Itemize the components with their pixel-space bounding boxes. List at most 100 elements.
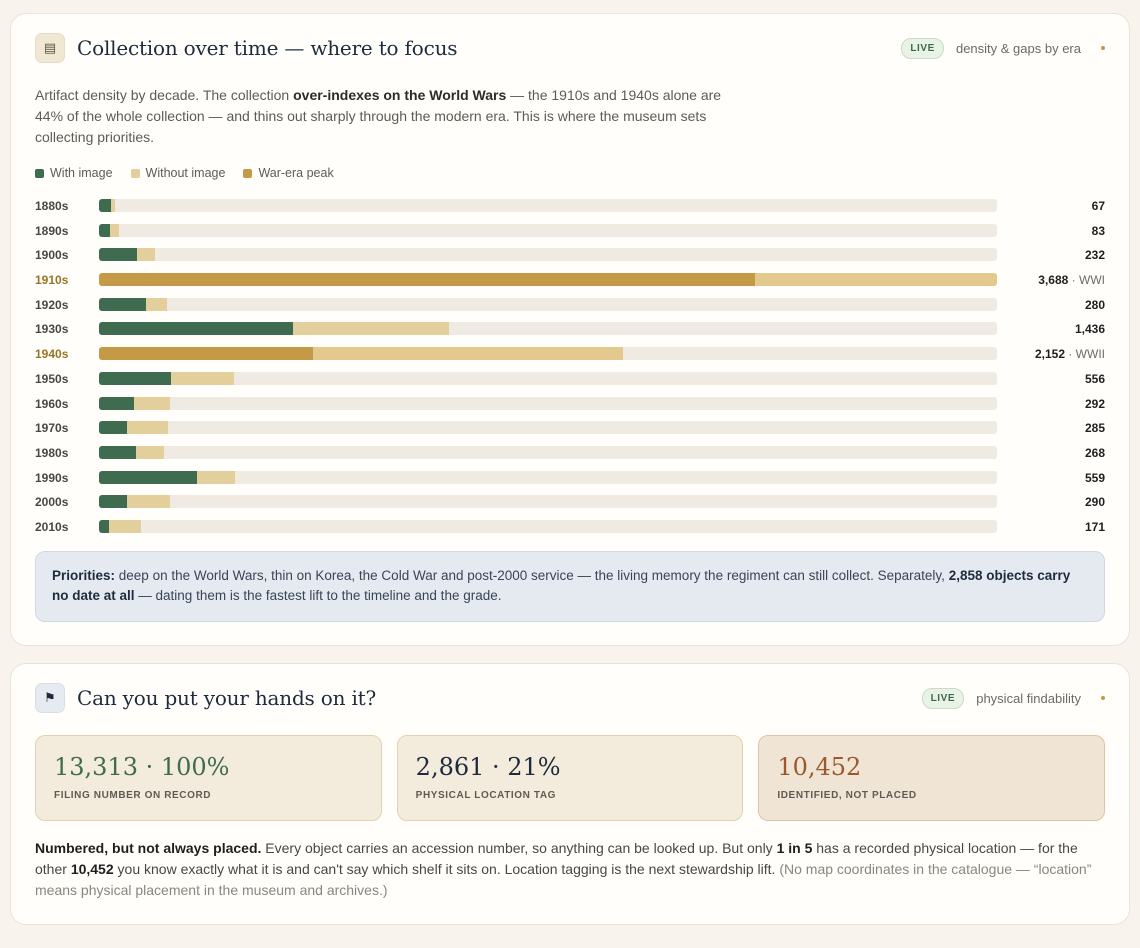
decade-label: 1920s bbox=[35, 297, 69, 312]
row-total: 1,436 bbox=[1075, 317, 1105, 342]
bar-track bbox=[99, 371, 997, 385]
decade-label: 1970s bbox=[35, 421, 69, 436]
legend-swatch bbox=[130, 168, 140, 178]
bar-track bbox=[99, 495, 997, 509]
findability-card-meta: physical findability bbox=[976, 690, 1081, 706]
total-value: 268 bbox=[1084, 445, 1105, 460]
row-total: 67 bbox=[1092, 194, 1105, 219]
bar-segment-with-image bbox=[99, 273, 756, 287]
decade-label: 2000s bbox=[35, 495, 69, 510]
bar-segment-without-image bbox=[171, 371, 235, 385]
flag-icon: ⚑ bbox=[35, 683, 65, 713]
legend-label: With image bbox=[50, 166, 113, 180]
bar-segment-without-image bbox=[755, 273, 997, 287]
bar-segment-without-image bbox=[109, 223, 120, 237]
findability-summary: Numbered, but not always placed. Every o… bbox=[35, 838, 1105, 901]
bar-segment-without-image bbox=[313, 347, 623, 361]
legend-swatch bbox=[35, 168, 44, 178]
chart-row-1880s: 1880s 67 bbox=[35, 194, 1105, 219]
total-value: 290 bbox=[1084, 495, 1105, 510]
bar-segment-with-image bbox=[99, 347, 314, 361]
decade-label: 1880s bbox=[35, 199, 69, 213]
total-value: 285 bbox=[1084, 421, 1105, 436]
legend-item-war-peak: War-era peak bbox=[243, 166, 334, 180]
findability-stats: 13,313 · 100% FILING NUMBER ON RECORD 2,… bbox=[35, 735, 1106, 821]
chart-legend: With image Without image War-era peak bbox=[35, 166, 352, 180]
decade-label: 2010s bbox=[35, 519, 69, 534]
era-note: · WWI bbox=[1071, 273, 1105, 288]
bar-segment-with-image bbox=[99, 470, 198, 484]
status-dot-icon bbox=[1101, 696, 1105, 700]
bar-track bbox=[99, 519, 997, 533]
total-value: 556 bbox=[1084, 371, 1105, 386]
bar-segment-with-image bbox=[99, 248, 137, 262]
bar-segment-without-image bbox=[133, 396, 171, 410]
status-dot-icon bbox=[1101, 46, 1105, 50]
chart-row-1910s: 1910s 3,688 · WWI bbox=[35, 268, 1105, 293]
total-value: 67 bbox=[1091, 199, 1105, 213]
priorities-callout: Priorities: deep on the World Wars, thin… bbox=[35, 551, 1105, 622]
total-value: 559 bbox=[1084, 470, 1105, 485]
chart-row-1890s: 1890s 83 bbox=[35, 219, 1105, 244]
bar-segment-with-image bbox=[99, 495, 127, 509]
chart-row-1970s: 1970s 285 bbox=[35, 416, 1105, 441]
decade-label: 1890s bbox=[35, 223, 69, 238]
density-card-title: Collection over time — where to focus bbox=[77, 36, 458, 60]
row-total: 285 bbox=[1085, 416, 1105, 441]
total-value: 2,152 bbox=[1034, 347, 1065, 362]
stat-label: IDENTIFIED, NOT PLACED bbox=[777, 790, 917, 801]
total-value: 232 bbox=[1084, 248, 1105, 263]
stat-value: 10,452 bbox=[777, 753, 862, 781]
bar-track bbox=[99, 248, 997, 262]
chart-row-1990s: 1990s 559 bbox=[35, 466, 1105, 491]
chart-row-1900s: 1900s 232 bbox=[35, 243, 1105, 268]
decade-label: 1940s bbox=[35, 347, 69, 362]
summary-text: has a recorded physical location — for t… bbox=[35, 840, 1078, 877]
density-card-header: ▤ Collection over time — where to focus … bbox=[35, 32, 1105, 64]
chart-row-1950s: 1950s 556 bbox=[35, 367, 1105, 392]
bar-track bbox=[99, 445, 997, 459]
chart-row-1920s: 1920s 280 bbox=[35, 293, 1105, 318]
archive-icon: ▤ bbox=[35, 33, 65, 63]
lede-text: Artifact density by decade. The collecti… bbox=[35, 87, 294, 103]
row-total: 280 bbox=[1085, 293, 1105, 318]
chart-row-2010s: 2010s 171 bbox=[35, 515, 1105, 540]
bar-segment-without-image bbox=[127, 421, 169, 435]
summary-aside: (No map coordinates in the catalogue — “… bbox=[35, 861, 1092, 898]
bar-segment-with-image bbox=[99, 199, 111, 212]
findability-card-header: ⚑ Can you put your hands on it? LIVE phy… bbox=[35, 682, 1105, 714]
stat-value: 13,313 · 100% bbox=[54, 753, 230, 781]
legend-item-without-image: Without image bbox=[130, 166, 225, 180]
bar-segment-without-image bbox=[292, 322, 449, 336]
total-value: 3,688 bbox=[1038, 273, 1069, 288]
bar-segment-with-image bbox=[99, 445, 136, 459]
lede-text: — the 1910s and 1940s alone are 44% of t… bbox=[35, 87, 722, 145]
legend-item-with-image: With image bbox=[35, 166, 113, 180]
row-total: 232 bbox=[1085, 243, 1105, 268]
bar-segment-without-image bbox=[127, 495, 170, 509]
summary-emphasis: 1 in 5 bbox=[776, 840, 813, 856]
legend-swatch bbox=[243, 168, 253, 178]
chart-row-1940s: 1940s 2,152 · WWII bbox=[35, 342, 1105, 367]
chart-row-2000s: 2000s 290 bbox=[35, 490, 1105, 515]
findability-card: ⚑ Can you put your hands on it? LIVE phy… bbox=[10, 663, 1130, 925]
bar-track bbox=[99, 421, 997, 435]
decade-label: 1950s bbox=[35, 371, 69, 386]
decade-label: 1900s bbox=[35, 248, 69, 263]
era-note: · WWII bbox=[1068, 347, 1105, 362]
stat-filing-number: 13,313 · 100% FILING NUMBER ON RECORD bbox=[35, 735, 382, 821]
total-value: 1,436 bbox=[1074, 322, 1105, 337]
chart-row-1980s: 1980s 268 bbox=[35, 441, 1105, 466]
bar-track bbox=[99, 396, 997, 410]
live-badge: LIVE bbox=[901, 37, 944, 59]
priorities-text: deep on the World Wars, thin on Korea, t… bbox=[115, 568, 949, 583]
bar-track bbox=[99, 322, 997, 336]
total-value: 83 bbox=[1091, 223, 1105, 238]
decade-label: 1960s bbox=[35, 396, 69, 411]
bar-segment-without-image bbox=[136, 248, 156, 262]
bar-segment-without-image bbox=[108, 519, 141, 533]
total-value: 171 bbox=[1084, 519, 1105, 534]
total-value: 280 bbox=[1084, 297, 1105, 312]
bar-segment-with-image bbox=[99, 371, 172, 385]
row-total: 556 bbox=[1085, 367, 1105, 392]
